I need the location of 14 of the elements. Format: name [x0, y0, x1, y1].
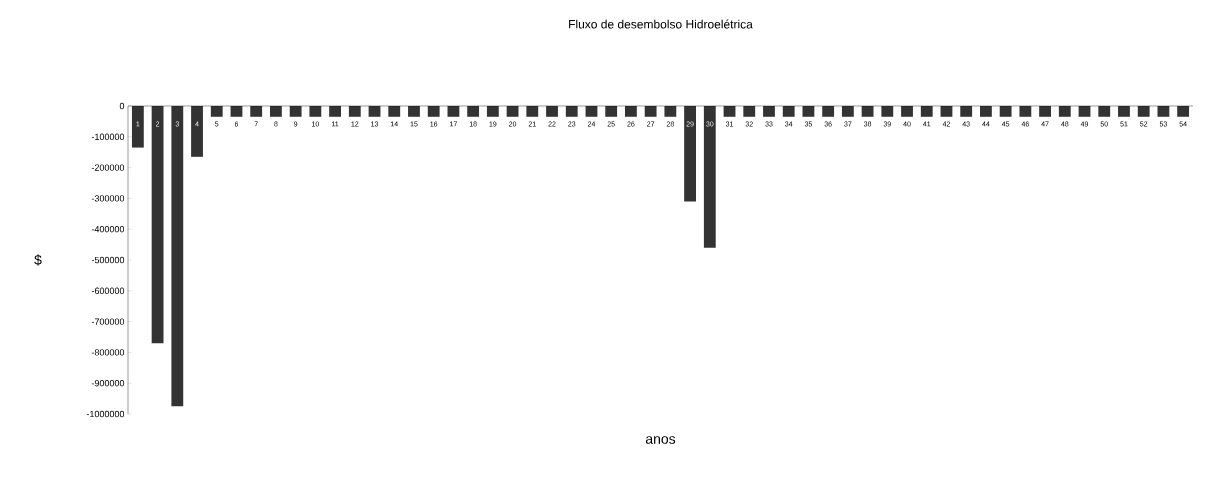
y-tick-label: -400000 [91, 226, 125, 233]
y-tick-label: -900000 [91, 380, 125, 387]
y-tick-label: -1000000 [86, 410, 125, 418]
y-tick-label: 0 [119, 102, 125, 110]
y-tick-label: -600000 [91, 287, 125, 294]
y-tick-label: -100000 [91, 133, 125, 140]
y-tick-label: -700000 [91, 318, 125, 325]
y-tick-label: -500000 [91, 256, 125, 264]
y-axis-title: $ [34, 254, 42, 266]
x-axis-title: anos [645, 436, 676, 444]
y-tick-label: -300000 [91, 195, 125, 202]
y-tick-label: -200000 [91, 164, 125, 171]
y-tick-label: -800000 [91, 349, 125, 356]
chart-title: Fluxo de desembolso Hidroelétrica [569, 19, 753, 29]
